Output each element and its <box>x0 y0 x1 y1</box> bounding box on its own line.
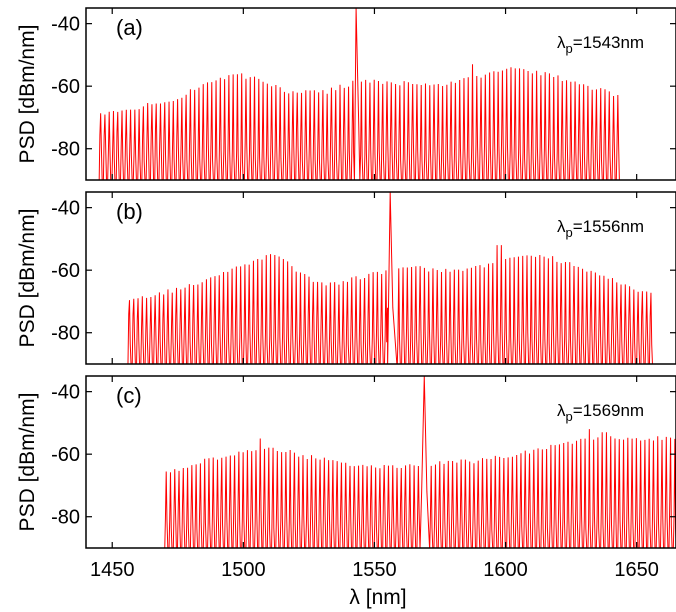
panel-label-3: (c) <box>116 383 142 408</box>
x-tick-label: 1450 <box>90 559 135 581</box>
panel-label-1: (a) <box>116 15 143 40</box>
y-tick-label: -40 <box>51 198 80 220</box>
x-tick-label: 1600 <box>483 559 528 581</box>
x-axis-title: λ [nm] <box>349 586 406 609</box>
plot-frame-2 <box>85 191 676 365</box>
y-tick-label: -60 <box>51 444 80 466</box>
panel-2: -40 -60 -80 PSD [dBm/nm] (b) λp=1556nm <box>16 191 676 365</box>
spectrum-line-1 <box>98 8 620 180</box>
y-tick-label: -80 <box>51 139 80 161</box>
pump-wavelength-label-2: λp=1556nm <box>557 217 644 240</box>
y-axis-title-2: PSD [dBm/nm] <box>16 209 39 348</box>
x-tick-label: 1500 <box>221 559 266 581</box>
y-tick-label: -80 <box>51 507 80 529</box>
panel-3: -40 -60 -80 1450 1500 1550 1600 1650 PSD [dBm/nm… <box>16 375 676 581</box>
pump-wavelength-label-3: λp=1569nm <box>557 401 644 424</box>
spectrum-line-2 <box>127 192 653 364</box>
y-tick-label: -40 <box>51 14 80 36</box>
panel-1: -40 -60 -80 PSD [dBm/nm] (a) λp=1543nm <box>16 7 676 181</box>
y-tick-label: -40 <box>51 382 80 404</box>
x-tick-label: 1550 <box>352 559 397 581</box>
y-axis-title-3: PSD [dBm/nm] <box>16 393 39 532</box>
plot-frame-3 <box>85 375 676 549</box>
spectrum-line-3 <box>164 376 676 548</box>
plot-frame-1 <box>85 7 676 181</box>
y-tick-label: -60 <box>51 260 80 282</box>
y-axis-title-1: PSD [dBm/nm] <box>16 25 39 164</box>
y-tick-label: -60 <box>51 76 80 98</box>
x-tick-label: 1650 <box>614 559 659 581</box>
pump-wavelength-label-1: λp=1543nm <box>557 33 644 56</box>
panel-label-2: (b) <box>116 199 143 224</box>
y-tick-label: -80 <box>51 323 80 345</box>
